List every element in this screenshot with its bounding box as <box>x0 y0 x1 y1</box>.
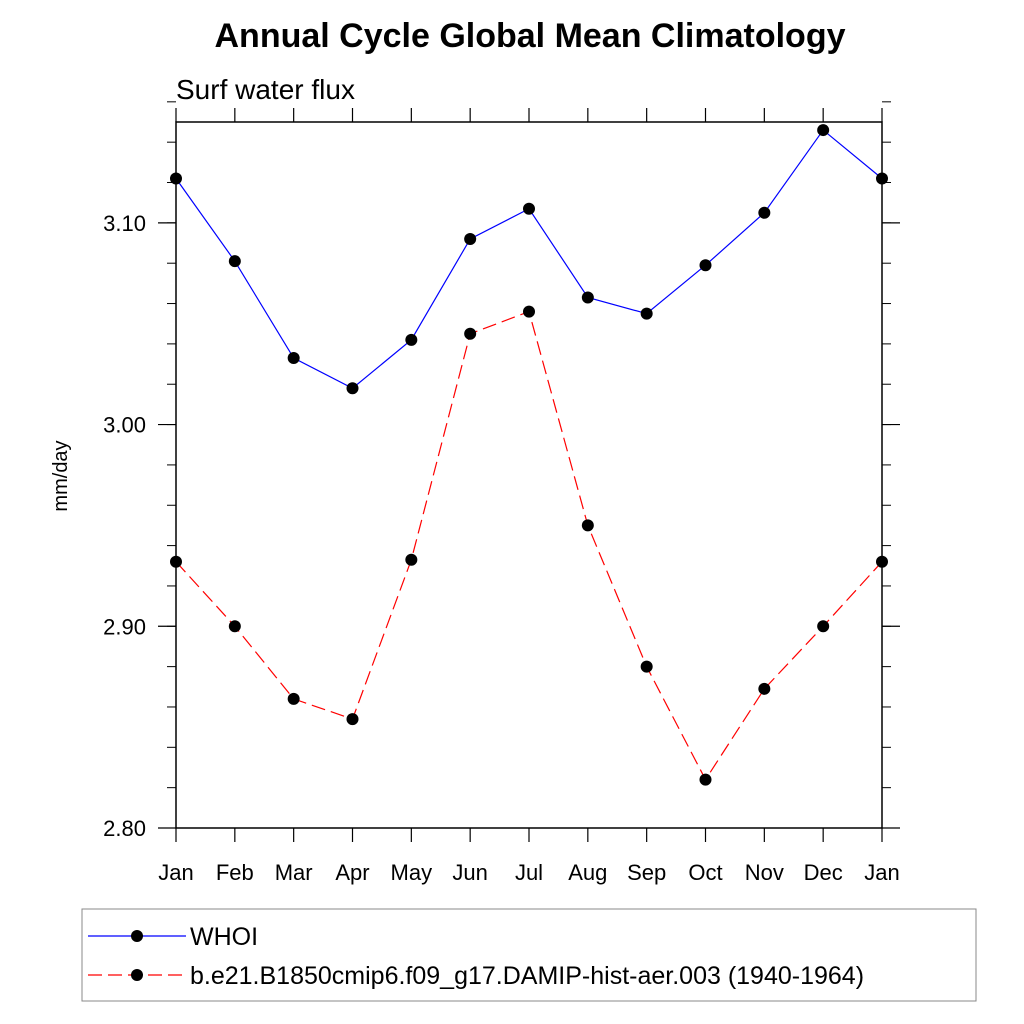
series-point-0 <box>758 206 771 219</box>
x-tick-label: Oct <box>688 860 722 885</box>
y-tick-label: 3.10 <box>103 211 146 236</box>
series-point-0 <box>228 255 241 268</box>
legend-box <box>81 908 977 1002</box>
series-point-0 <box>405 333 418 346</box>
chart-title: Annual Cycle Global Mean Climatology <box>215 17 846 55</box>
series-point-0 <box>523 202 535 215</box>
x-tick-label: Sep <box>627 860 666 885</box>
series-point-1 <box>523 305 535 318</box>
legend-marker-1 <box>131 969 143 981</box>
series-point-0 <box>817 124 830 137</box>
plot-frame <box>175 121 883 829</box>
series-point-1 <box>876 555 888 568</box>
series-point-1 <box>346 713 359 726</box>
series-point-1 <box>405 553 418 566</box>
y-tick-label: 2.80 <box>103 816 146 841</box>
x-tick-label: Nov <box>745 860 784 885</box>
series-point-1 <box>640 660 653 673</box>
legend-marker-0 <box>131 930 143 942</box>
series-point-1 <box>170 555 182 568</box>
x-tick-label: Apr <box>335 860 369 885</box>
chart-subtitle: Surf water flux <box>176 74 355 105</box>
x-tick-label: Feb <box>216 860 254 885</box>
x-tick-label: Jun <box>452 860 487 885</box>
x-tick-label: Dec <box>804 860 843 885</box>
legend-label-0: WHOI <box>190 923 258 951</box>
series-point-1 <box>581 519 594 532</box>
x-tick-label: Jan <box>864 860 899 885</box>
x-tick-label: Mar <box>275 860 313 885</box>
legend-label-1: b.e21.B1850cmip6.f09_g17.DAMIP-hist-aer.… <box>190 962 864 990</box>
series-point-1 <box>699 773 712 786</box>
x-tick-label: May <box>391 860 433 885</box>
series-point-0 <box>581 291 594 304</box>
series-point-1 <box>287 692 300 705</box>
plot-area: Jan Feb Mar Apr May Jun Jul Aug Sep Oct Nov Dec Jan 2… <box>103 101 900 885</box>
x-tick-label: Jul <box>515 860 543 885</box>
series-point-0 <box>640 307 653 320</box>
series-line-1 <box>175 310 883 781</box>
series-point-0 <box>170 172 182 185</box>
series-line-0 <box>175 129 883 389</box>
series-point-0 <box>346 382 359 395</box>
y-tick-label: 2.90 <box>103 614 146 639</box>
x-tick-label: Aug <box>568 860 607 885</box>
series-point-1 <box>817 620 830 633</box>
series-point-0 <box>464 232 477 245</box>
series-point-1 <box>758 682 771 695</box>
legend: WHOI b.e21.B1850cmip6.f09_g17.DAMIP-hist-… <box>81 908 977 1002</box>
series-point-0 <box>876 172 888 185</box>
series-point-0 <box>287 352 300 365</box>
series-point-0 <box>699 259 712 272</box>
series-point-1 <box>228 620 241 633</box>
y-axis-label: mm/day <box>50 440 72 511</box>
series-point-1 <box>464 327 477 340</box>
y-tick-label: 3.00 <box>103 413 146 438</box>
x-tick-label: Jan <box>158 860 193 885</box>
